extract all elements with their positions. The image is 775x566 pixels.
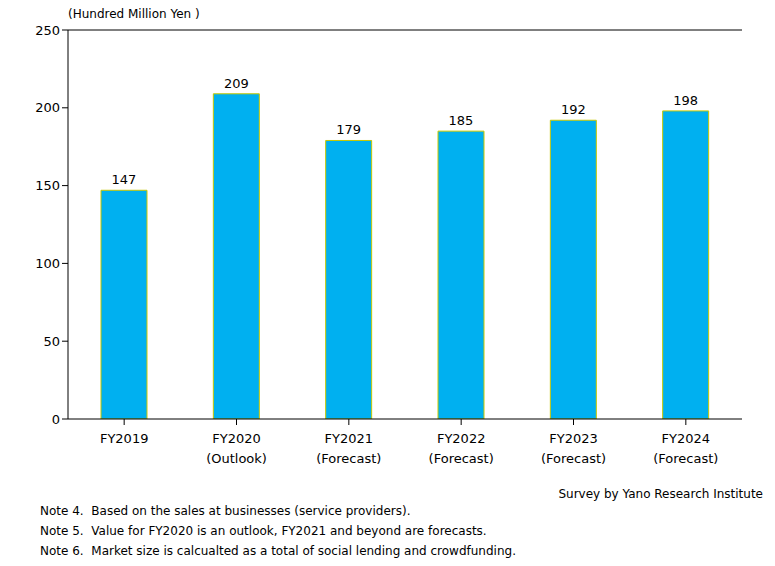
svg-text:192: 192 bbox=[561, 102, 586, 117]
svg-text:50: 50 bbox=[43, 334, 60, 349]
svg-text:0: 0 bbox=[52, 412, 60, 427]
svg-text:FY2022: FY2022 bbox=[437, 431, 486, 446]
svg-text:(Forecast): (Forecast) bbox=[429, 451, 494, 466]
svg-text:FY2024: FY2024 bbox=[662, 431, 711, 446]
html-text:Note 5. Value for FY2020 is an: Note 5. Value for FY2020 is an outlook, … bbox=[40, 524, 487, 538]
svg-text:198: 198 bbox=[673, 93, 698, 108]
svg-text:(Forecast): (Forecast) bbox=[316, 451, 381, 466]
svg-text:250: 250 bbox=[35, 23, 60, 38]
svg-text:209: 209 bbox=[224, 76, 249, 91]
svg-text:FY2023: FY2023 bbox=[549, 431, 598, 446]
svg-text:FY2021: FY2021 bbox=[325, 431, 374, 446]
svg-text:150: 150 bbox=[35, 178, 60, 193]
svg-text:(Outlook): (Outlook) bbox=[206, 451, 267, 466]
html-text:Note 4. Based on the sales at: Note 4. Based on the sales at businesses… bbox=[40, 504, 411, 518]
svg-text:200: 200 bbox=[35, 100, 60, 115]
svg-text:147: 147 bbox=[112, 172, 137, 187]
svg-text:FY2020: FY2020 bbox=[212, 431, 261, 446]
svg-text:185: 185 bbox=[449, 113, 474, 128]
html-text:(Hundred Million Yen ): (Hundred Million Yen ) bbox=[68, 7, 200, 21]
html-text:Note 6. Market size is calcual: Note 6. Market size is calcualted as a t… bbox=[40, 544, 516, 558]
svg-text:(Forecast): (Forecast) bbox=[541, 451, 606, 466]
svg-text:FY2019: FY2019 bbox=[100, 431, 149, 446]
svg-text:179: 179 bbox=[336, 122, 361, 137]
html-text:Survey by Yano Research Instit: Survey by Yano Research Institute bbox=[558, 487, 763, 501]
svg-text:100: 100 bbox=[35, 256, 60, 271]
svg-text:(Forecast): (Forecast) bbox=[653, 451, 718, 466]
